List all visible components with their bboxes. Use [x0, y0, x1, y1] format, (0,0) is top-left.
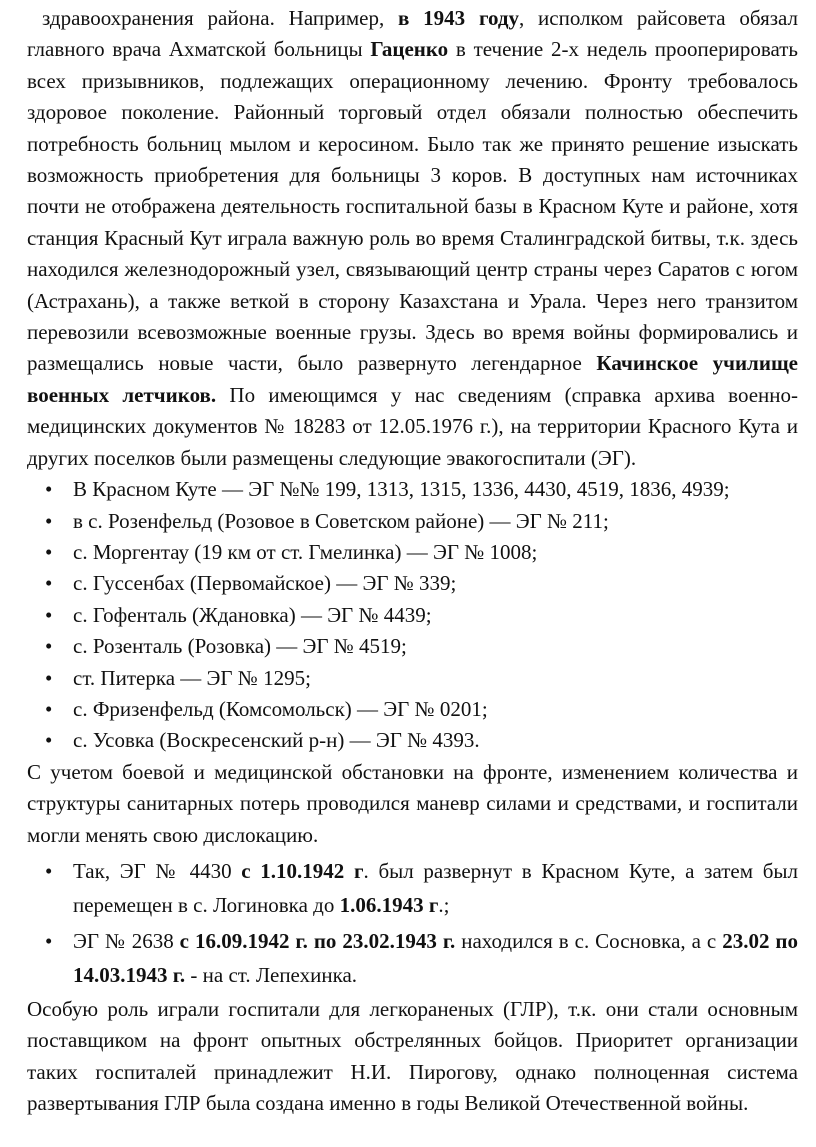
bullet-icon: •: [45, 539, 53, 564]
bold-date: 1.06.1943 г: [339, 892, 439, 917]
text: здравоохранения района. Например,: [42, 6, 398, 30]
bullet-icon: •: [45, 602, 53, 627]
list-item-text: с. Розенталь (Розовка) — ЭГ № 4519;: [73, 634, 407, 659]
list-item: • с. Гуссенбах (Первомайское) — ЭГ № 339;: [27, 568, 798, 599]
paragraph-light-wounded-hospitals: Особую роль играли госпитали для легкора…: [27, 996, 798, 1116]
list-item-text: ст. Питерка — ЭГ № 1295;: [73, 665, 311, 690]
list-item-text: с. Фризенфельд (Комсомольск) — ЭГ № 0201…: [73, 696, 488, 721]
bullet-icon: •: [45, 571, 53, 596]
text: ЭГ № 2638: [73, 928, 180, 953]
list-item: • В Красном Куте — ЭГ №№ 199, 1313, 1315,…: [27, 474, 798, 505]
text: .;: [438, 892, 450, 917]
bullet-icon: •: [45, 858, 53, 883]
list-item-text: с. Моргентау (19 км от ст. Гмелинка) — Э…: [73, 539, 538, 564]
list-item: • с. Розенталь (Розовка) — ЭГ № 4519;: [27, 631, 798, 662]
bullet-icon: •: [45, 665, 53, 690]
list-item: • с. Моргентау (19 км от ст. Гмелинка) — …: [27, 537, 798, 568]
bold-name: Гаценко: [370, 37, 449, 62]
text: в течение 2-х недель прооперировать всех…: [27, 37, 798, 376]
relocation-list: • Так, ЭГ № 4430 с 1.10.1942 г. был разве…: [27, 854, 798, 992]
text: Так, ЭГ № 4430: [73, 858, 242, 883]
list-item: • Так, ЭГ № 4430 с 1.10.1942 г. был разве…: [27, 854, 798, 922]
text: - на ст. Лепехинка.: [185, 962, 358, 987]
list-item-text: с. Усовка (Воскресенский р-н) — ЭГ № 439…: [73, 728, 480, 753]
list-item-text: в с. Розенфельд (Розовое в Советском рай…: [73, 508, 609, 533]
bold-date: с 16.09.1942 г. по 23.02.1943 г.: [179, 928, 456, 953]
bold-year: в 1943 году: [398, 6, 519, 30]
text: По имеющимся у нас сведениям (справка ар…: [27, 382, 798, 470]
bullet-icon: •: [45, 928, 53, 953]
bullet-icon: •: [45, 634, 53, 659]
bullet-icon: •: [45, 508, 53, 533]
list-item-text: с. Гуссенбах (Первомайское) — ЭГ № 339;: [73, 571, 457, 596]
bullet-icon: •: [45, 728, 53, 753]
text: находился в с. Сосновка, а с: [455, 928, 723, 953]
list-item: • с. Усовка (Воскресенский р-н) — ЭГ № 43…: [27, 725, 798, 756]
evacuation-hospitals-list: • В Красном Куте — ЭГ №№ 199, 1313, 1315,…: [27, 474, 798, 757]
bullet-icon: •: [45, 477, 53, 502]
list-item: • ст. Питерка — ЭГ № 1295;: [27, 663, 798, 694]
list-item-text: с. Гофенталь (Ждановка) — ЭГ № 4439;: [73, 602, 432, 627]
paragraph-relocation: С учетом боевой и медицинской обстановки…: [27, 759, 798, 847]
list-item-text: В Красном Куте — ЭГ №№ 199, 1313, 1315, …: [73, 477, 730, 502]
list-item: • ЭГ № 2638 с 16.09.1942 г. по 23.02.1943…: [27, 924, 798, 992]
text: , исполком райсовета обязал главного вра…: [27, 6, 799, 62]
list-item: • с. Фризенфельд (Комсомольск) — ЭГ № 020…: [27, 694, 798, 725]
bold-school: Качинское училище военных летчиков.: [27, 351, 798, 407]
list-item: • в с. Розенфельд (Розовое в Советском ра…: [27, 506, 798, 537]
bullet-icon: •: [45, 696, 53, 721]
bold-date: 23.02 по 14.03.1943 г.: [73, 928, 799, 987]
document-page: здравоохранения района. Например, в 1943…: [27, 3, 798, 1120]
paragraph-hospital-history: здравоохранения района. Например, в 1943…: [27, 3, 798, 474]
bold-date: с 1.10.1942 г: [241, 858, 364, 883]
text: . был развернут в Красном Куте, а затем …: [73, 858, 798, 917]
list-item: • с. Гофенталь (Ждановка) — ЭГ № 4439;: [27, 600, 798, 631]
